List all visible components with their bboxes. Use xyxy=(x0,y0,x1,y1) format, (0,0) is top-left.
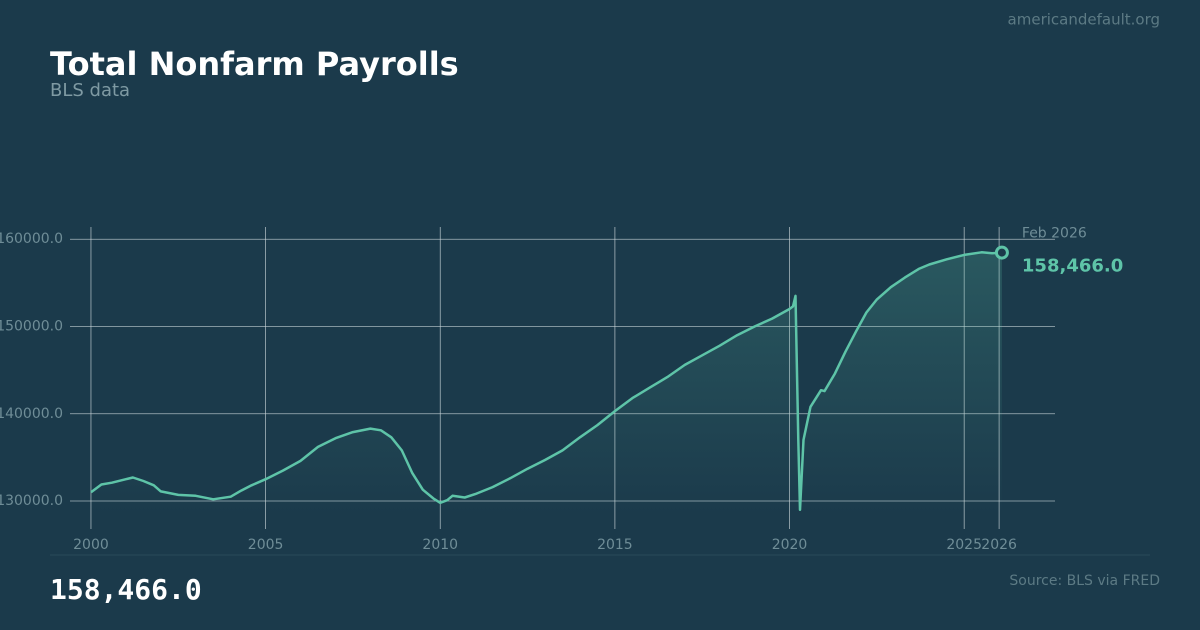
y-tick-label: 140000.0 xyxy=(0,406,63,422)
y-tick-label: 130000.0 xyxy=(0,493,63,509)
current-value: 158,466.0 xyxy=(1022,256,1123,277)
x-tick-label: 2000 xyxy=(73,537,109,553)
y-tick-label: 150000.0 xyxy=(0,318,63,334)
chart-title: Total Nonfarm Payrolls xyxy=(50,45,459,83)
chart-subtitle: BLS data xyxy=(50,80,130,101)
x-tick-label: 2025 xyxy=(946,537,982,553)
x-tick-label: 2020 xyxy=(772,537,808,553)
area xyxy=(91,252,1002,516)
current-date: Feb 2026 xyxy=(1022,226,1087,242)
x-tick-label: 2026 xyxy=(981,537,1017,553)
current-marker xyxy=(994,245,1009,260)
x-tick-label: 2015 xyxy=(597,537,633,553)
x-tick-label: 2010 xyxy=(422,537,458,553)
footer-value: 158,466.0 xyxy=(50,573,202,606)
source: Source: BLS via FRED xyxy=(1009,573,1160,589)
y-tick-label: 160000.0 xyxy=(0,231,63,247)
site-name: americandefault.org xyxy=(1008,11,1160,29)
line xyxy=(90,251,1002,512)
x-tick-label: 2005 xyxy=(248,537,284,553)
